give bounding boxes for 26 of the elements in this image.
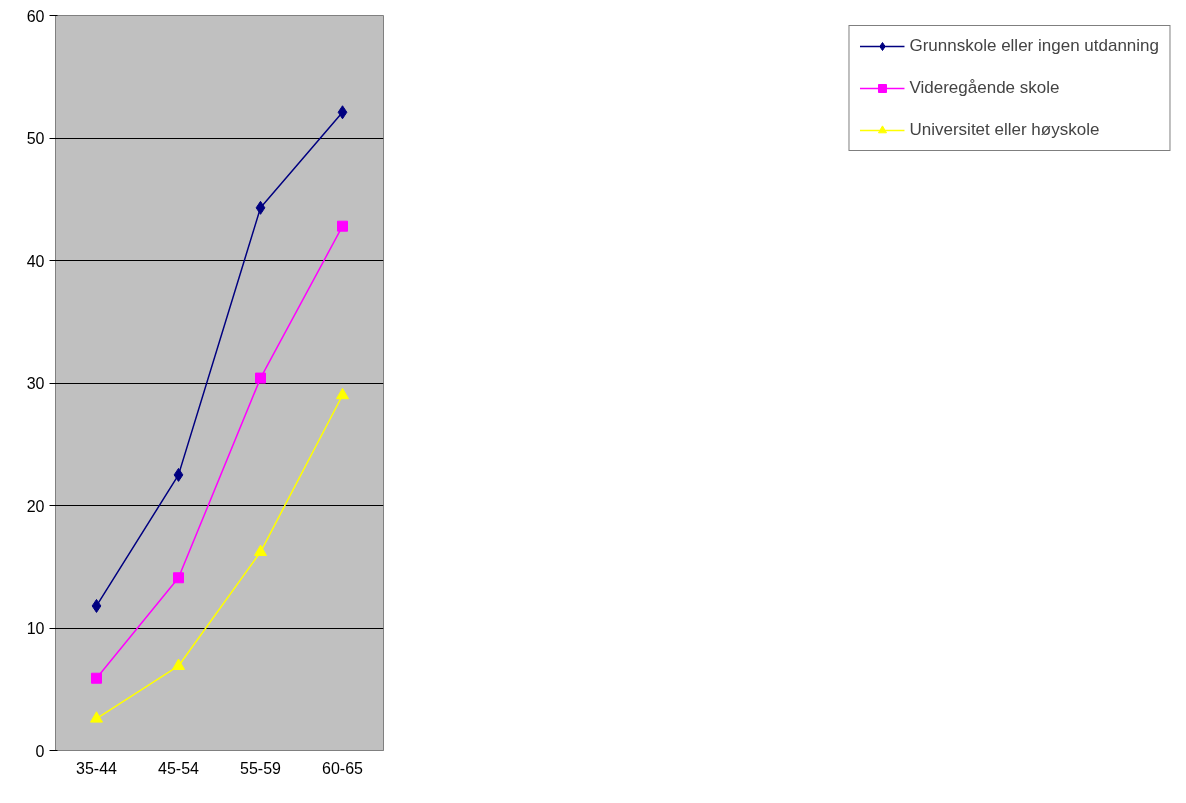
point [255, 372, 266, 384]
y-tick-label: 10 [26, 620, 45, 637]
point [91, 672, 102, 684]
y-tick-label: 0 [35, 742, 45, 760]
point [90, 711, 103, 723]
point [336, 387, 349, 400]
point [254, 544, 267, 557]
point [172, 658, 185, 670]
legend-label: Videregående skole [909, 78, 1060, 98]
point [173, 572, 184, 584]
y-tick-label: 50 [26, 130, 45, 147]
y-tick-label: 30 [26, 375, 45, 392]
x-tick-label: 35-44 [76, 759, 118, 777]
point [173, 467, 184, 482]
y-tick-label: 20 [26, 497, 45, 515]
legend-label: Universitet eller høyskole [909, 120, 1100, 140]
y-tick-label: 60 [26, 7, 45, 25]
x-tick-label: 55-59 [240, 759, 282, 777]
point [91, 598, 102, 613]
x-tick-label: 60-65 [322, 759, 364, 777]
point [337, 105, 348, 120]
point [337, 220, 348, 232]
legend-label: Grunnskole eller ingen utdanning [909, 36, 1159, 56]
x-tick-label: 45-54 [158, 759, 200, 777]
point [255, 200, 266, 215]
y-tick-label: 40 [26, 252, 45, 270]
